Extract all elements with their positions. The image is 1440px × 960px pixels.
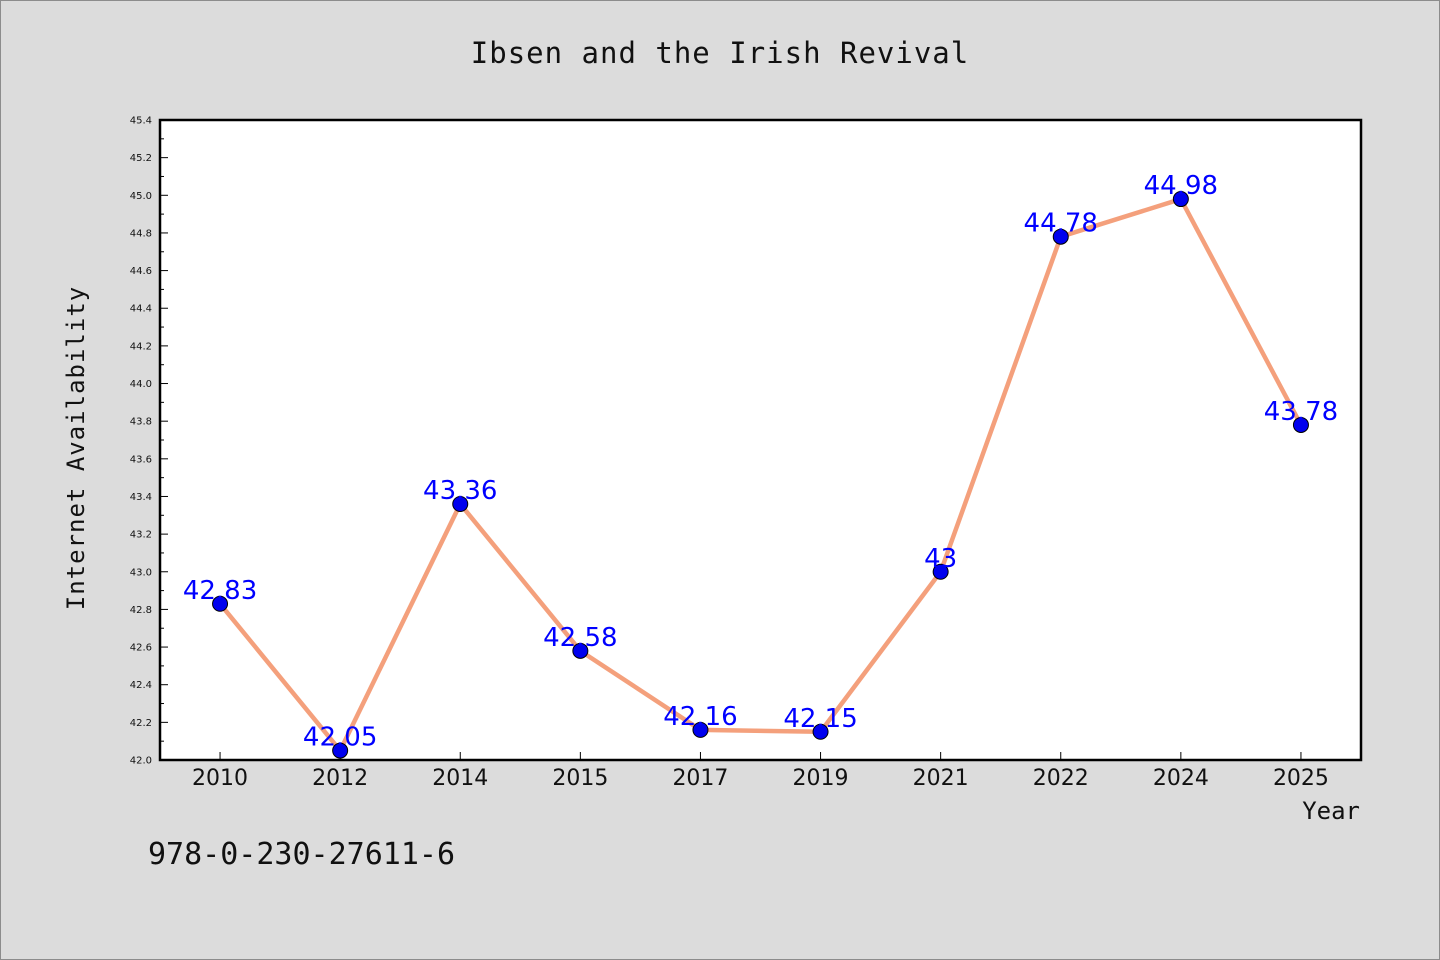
y-tick-label: 43.0 <box>130 567 152 578</box>
data-label: 44.78 <box>1024 209 1098 239</box>
y-tick-label: 43.8 <box>130 417 152 428</box>
data-point <box>812 723 829 740</box>
data-point <box>1052 228 1069 245</box>
y-tick-label: 45.0 <box>130 191 152 202</box>
y-axis: 42.0 42.2 42.4 42.6 42.8 43.0 43.2 43.4 43.6 43.8… <box>130 116 168 767</box>
y-tick-label: 44.6 <box>130 266 152 277</box>
y-tick-label: 43.4 <box>130 492 152 503</box>
y-tick-label: 45.4 <box>130 116 152 127</box>
y-tick-label: 42.6 <box>130 643 152 654</box>
y-tick-label: 44.0 <box>130 379 152 390</box>
data-labels: 42.83 42.05 43.36 42.58 42.16 42.15 43 44.78 44.… <box>183 171 1338 753</box>
data-point <box>572 642 589 659</box>
data-label: 42.83 <box>183 576 257 606</box>
data-label: 44.98 <box>1144 171 1218 201</box>
x-axis-label: Year <box>1302 797 1360 825</box>
x-tick-label: 2025 <box>1273 766 1329 791</box>
series-line <box>217 196 1304 753</box>
data-point <box>1172 191 1189 208</box>
data-point <box>692 721 709 738</box>
y-tick-label: 42.8 <box>130 605 152 616</box>
data-label: 43.36 <box>423 476 497 506</box>
data-label: 42.05 <box>303 723 377 753</box>
y-tick-label: 44.2 <box>130 341 152 352</box>
data-label: 42.58 <box>543 623 617 653</box>
data-point <box>332 742 349 759</box>
data-point <box>452 496 469 512</box>
x-tick-label: 2024 <box>1153 766 1209 791</box>
chart-title: Ibsen and the Irish Revival <box>471 36 969 70</box>
x-tick-label: 2012 <box>312 766 368 791</box>
data-point <box>1292 416 1309 433</box>
y-tick-label: 42.0 <box>130 756 152 767</box>
data-label: 42.16 <box>663 702 737 732</box>
y-axis-label: Internet Availability <box>62 286 90 610</box>
plot-area <box>158 118 1363 762</box>
y-tick-label: 44.8 <box>130 228 152 239</box>
data-point <box>212 595 229 612</box>
data-point <box>932 563 949 580</box>
y-tick-label: 43.6 <box>130 454 152 465</box>
y-tick-label: 43.2 <box>130 530 152 541</box>
data-label: 42.15 <box>783 704 857 734</box>
y-tick-label: 42.2 <box>130 718 152 729</box>
x-tick-label: 2022 <box>1033 766 1089 791</box>
x-tick-label: 2017 <box>672 766 728 791</box>
data-series <box>212 191 1309 759</box>
x-axis: 2010 2012 2014 2015 2017 2019 2021 2022 2024 2025 <box>192 752 1329 791</box>
y-tick-label: 45.2 <box>130 153 152 164</box>
x-tick-label: 2019 <box>793 766 849 791</box>
x-tick-label: 2021 <box>913 766 969 791</box>
y-tick-label: 44.4 <box>130 304 152 315</box>
isbn-text: 978-0-230-27611-6 <box>148 837 455 872</box>
x-tick-label: 2015 <box>552 766 608 791</box>
data-label: 43.78 <box>1264 397 1338 427</box>
x-tick-label: 2014 <box>432 766 488 791</box>
y-tick-label: 42.4 <box>130 680 152 691</box>
x-tick-label: 2010 <box>192 766 248 791</box>
data-label: 43 <box>924 544 957 574</box>
